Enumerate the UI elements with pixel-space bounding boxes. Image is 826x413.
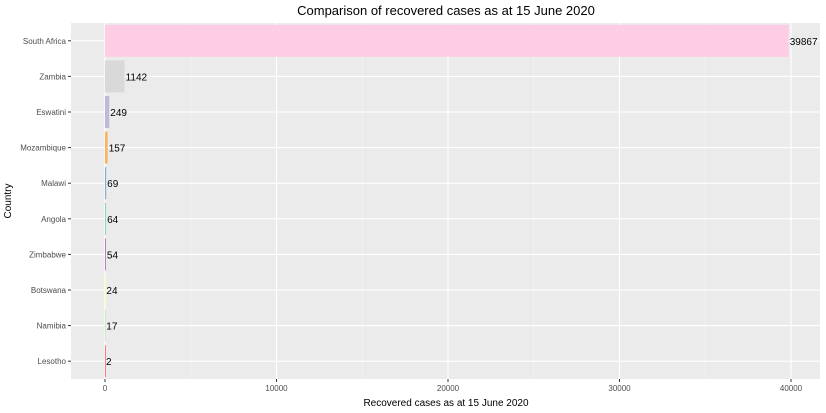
- data-label: 69: [107, 179, 119, 190]
- y-tick-label: South Africa: [23, 37, 67, 46]
- x-tick-label: 30000: [608, 384, 631, 393]
- bar: [105, 95, 110, 129]
- data-label: 249: [110, 108, 127, 119]
- y-tick-label: Malawi: [41, 179, 66, 188]
- y-tick-label: Zimbabwe: [29, 250, 66, 259]
- bar: [105, 309, 106, 342]
- y-tick-label: Angola: [41, 215, 66, 224]
- y-tick-label: Namibia: [37, 322, 67, 331]
- y-tick-label: Botswana: [31, 286, 67, 295]
- data-label: 157: [109, 144, 126, 155]
- x-tick-label: 0: [103, 384, 108, 393]
- bar: [105, 167, 107, 200]
- x-axis-title: Recovered cases as at 15 June 2020: [363, 398, 529, 409]
- bar: [105, 24, 789, 57]
- chart-title: Comparison of recovered cases as at 15 J…: [297, 3, 595, 18]
- data-label: 39867: [790, 37, 818, 48]
- bars: [105, 24, 789, 378]
- y-tick-label: Zambia: [39, 72, 66, 81]
- x-tick-label: 40000: [780, 384, 803, 393]
- x-tick-label: 20000: [437, 384, 460, 393]
- y-tick-label: Eswatini: [36, 108, 66, 117]
- minor-gridlines: [190, 23, 706, 379]
- y-tick-label: Mozambique: [20, 144, 66, 153]
- data-label: 54: [107, 250, 119, 261]
- bar: [105, 202, 107, 235]
- data-label: 1142: [126, 72, 148, 83]
- bar: [105, 273, 106, 307]
- data-label: 2: [106, 357, 112, 368]
- data-label: 17: [106, 322, 118, 333]
- y-axis: South Africa Zambia Eswatini Mozambique Mala…: [20, 37, 71, 366]
- plot-panel: [71, 23, 820, 379]
- y-axis-title: Country: [3, 183, 14, 218]
- y-tick-label: Lesotho: [38, 357, 67, 366]
- bar: [105, 238, 106, 271]
- bar: [105, 131, 108, 164]
- x-tick-label: 10000: [265, 384, 288, 393]
- data-labels: 39867 1142 249 157 69 64 54 24 17 2: [106, 37, 818, 368]
- x-axis: 0 10000 20000 30000 40000: [103, 379, 803, 393]
- data-label: 64: [107, 215, 119, 226]
- bar: [105, 60, 125, 93]
- data-label: 24: [106, 286, 118, 297]
- bar: [105, 345, 106, 378]
